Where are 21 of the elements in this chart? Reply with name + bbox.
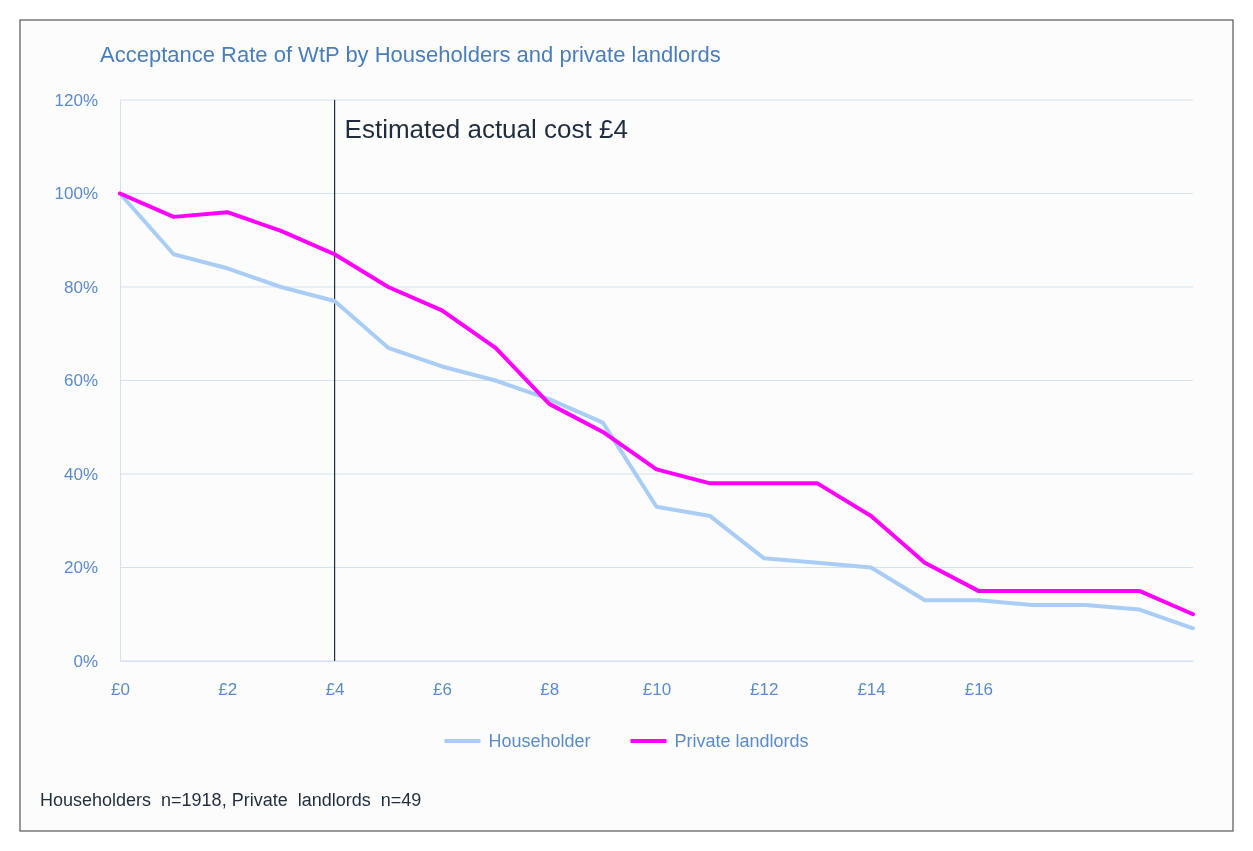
x-tick-label: £0 bbox=[111, 680, 130, 700]
y-tick-label: 20% bbox=[63, 558, 98, 578]
x-tick-label: £16 bbox=[964, 680, 994, 700]
x-tick-label: £8 bbox=[540, 680, 560, 700]
x-tick-label: £4 bbox=[325, 680, 345, 700]
y-tick-label: 40% bbox=[63, 464, 98, 484]
legend-label: Private landlords bbox=[674, 731, 809, 751]
x-tick-label: £6 bbox=[432, 680, 452, 700]
y-tick-label: 80% bbox=[63, 277, 98, 297]
y-tick-label: 120% bbox=[54, 90, 98, 110]
y-tick-label: 100% bbox=[54, 184, 98, 204]
legend-label: Householder bbox=[488, 731, 591, 751]
x-tick-label: £14 bbox=[857, 680, 886, 700]
chart-title: Acceptance Rate of WtP by Householders and private landlords bbox=[100, 42, 721, 67]
text: Householders n=1918, Private landlords n=49 bbox=[40, 790, 422, 810]
x-tick-label: £2 bbox=[218, 680, 238, 700]
x-tick-label: £12 bbox=[750, 680, 779, 700]
ref-line-label: Estimated actual cost £4 bbox=[344, 114, 628, 144]
y-tick-label: 0% bbox=[73, 651, 98, 671]
x-tick-label: £10 bbox=[642, 680, 672, 700]
y-tick-label: 60% bbox=[63, 371, 98, 391]
